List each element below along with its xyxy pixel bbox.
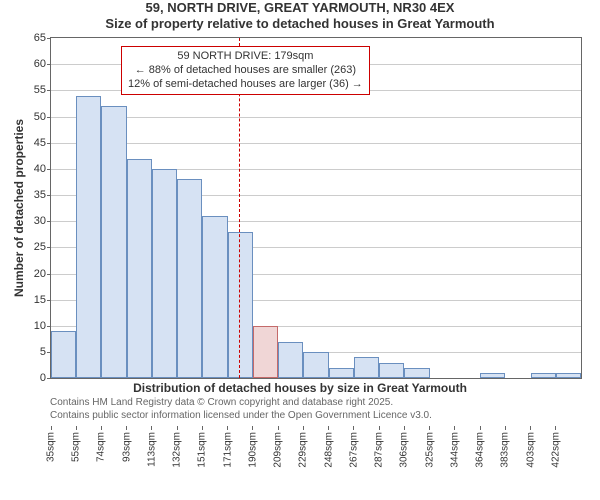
x-tick-mark [530,426,531,430]
histogram-bar [556,373,581,378]
x-tick-label: 287sqm [374,432,385,468]
histogram-bar [202,216,227,378]
x-tick-mark [278,426,279,430]
annotation-box: 59 NORTH DRIVE: 179sqm← 88% of detached … [121,46,370,95]
x-tick-mark [76,426,77,430]
histogram-bar [404,368,429,378]
x-tick-label: 306sqm [399,432,410,468]
x-tick-label: 248sqm [323,432,334,468]
y-tick-mark [47,143,51,144]
histogram-bar [177,179,202,378]
y-axis-label: Number of detached properties [12,119,26,297]
y-tick-mark [47,274,51,275]
chart-area: Number of detached properties 35sqm55sqm… [50,37,600,379]
x-tick-mark [202,426,203,430]
y-tick-mark [47,247,51,248]
x-tick-label: 422sqm [550,432,561,468]
title-line1: 59, NORTH DRIVE, GREAT YARMOUTH, NR30 4E… [146,0,455,15]
x-tick-label: 171sqm [222,432,233,468]
x-tick-label: 403sqm [525,432,536,468]
page-title: 59, NORTH DRIVE, GREAT YARMOUTH, NR30 4E… [0,0,600,16]
x-tick-mark [177,426,178,430]
x-tick-mark [555,426,556,430]
y-tick-mark [47,169,51,170]
histogram-bar [152,169,177,378]
x-tick-mark [151,426,152,430]
histogram-plot: 35sqm55sqm74sqm93sqm113sqm132sqm151sqm17… [50,37,582,379]
histogram-bar [101,106,126,378]
x-tick-label: 267sqm [348,432,359,468]
x-tick-mark [126,426,127,430]
y-tick-mark [47,221,51,222]
x-tick-label: 229sqm [298,432,309,468]
x-tick-mark [252,426,253,430]
x-tick-mark [404,426,405,430]
gridline [51,117,581,118]
annotation-line3: 12% of semi-detached houses are larger (… [128,78,363,92]
annotation-line1: 59 NORTH DRIVE: 179sqm [128,50,363,64]
x-tick-label: 364sqm [475,432,486,468]
x-tick-label: 151sqm [197,432,208,468]
x-tick-label: 325sqm [424,432,435,468]
x-tick-mark [429,426,430,430]
x-tick-label: 55sqm [71,432,82,462]
x-tick-label: 190sqm [247,432,258,468]
x-tick-mark [379,426,380,430]
x-tick-mark [303,426,304,430]
page-subtitle: Size of property relative to detached ho… [0,16,600,32]
title-line2: Size of property relative to detached ho… [105,16,494,31]
x-tick-mark [227,426,228,430]
histogram-bar [228,232,253,378]
histogram-bar [379,363,404,379]
histogram-bar [127,159,152,379]
y-tick-mark [47,117,51,118]
x-tick-label: 74sqm [96,432,107,462]
x-tick-label: 132sqm [172,432,183,468]
x-tick-mark [353,426,354,430]
y-tick-mark [47,300,51,301]
x-tick-label: 113sqm [146,432,157,467]
histogram-bar [303,352,328,378]
histogram-bar [354,357,379,378]
x-tick-mark [328,426,329,430]
x-tick-mark [51,426,52,430]
histogram-bar [76,96,101,378]
x-tick-label: 93sqm [121,432,132,462]
y-tick-mark [47,326,51,327]
x-tick-mark [454,426,455,430]
y-tick-mark [47,38,51,39]
histogram-bar [531,373,556,378]
x-tick-label: 344sqm [449,432,460,468]
x-tick-label: 35sqm [46,432,57,462]
y-tick-mark [47,90,51,91]
gridline [51,143,581,144]
y-tick-mark [47,378,51,379]
histogram-bar [253,326,278,378]
x-tick-label: 383sqm [500,432,511,468]
x-tick-mark [505,426,506,430]
y-tick-mark [47,64,51,65]
histogram-bar [278,342,303,379]
histogram-bar [329,368,354,378]
histogram-bar [51,331,76,378]
x-tick-mark [101,426,102,430]
x-tick-mark [480,426,481,430]
x-tick-label: 209sqm [273,432,284,468]
y-tick-mark [47,195,51,196]
histogram-bar [480,373,505,378]
annotation-line2: ← 88% of detached houses are smaller (26… [128,64,363,78]
x-tick-area: 35sqm55sqm74sqm93sqm113sqm132sqm151sqm17… [51,378,581,426]
